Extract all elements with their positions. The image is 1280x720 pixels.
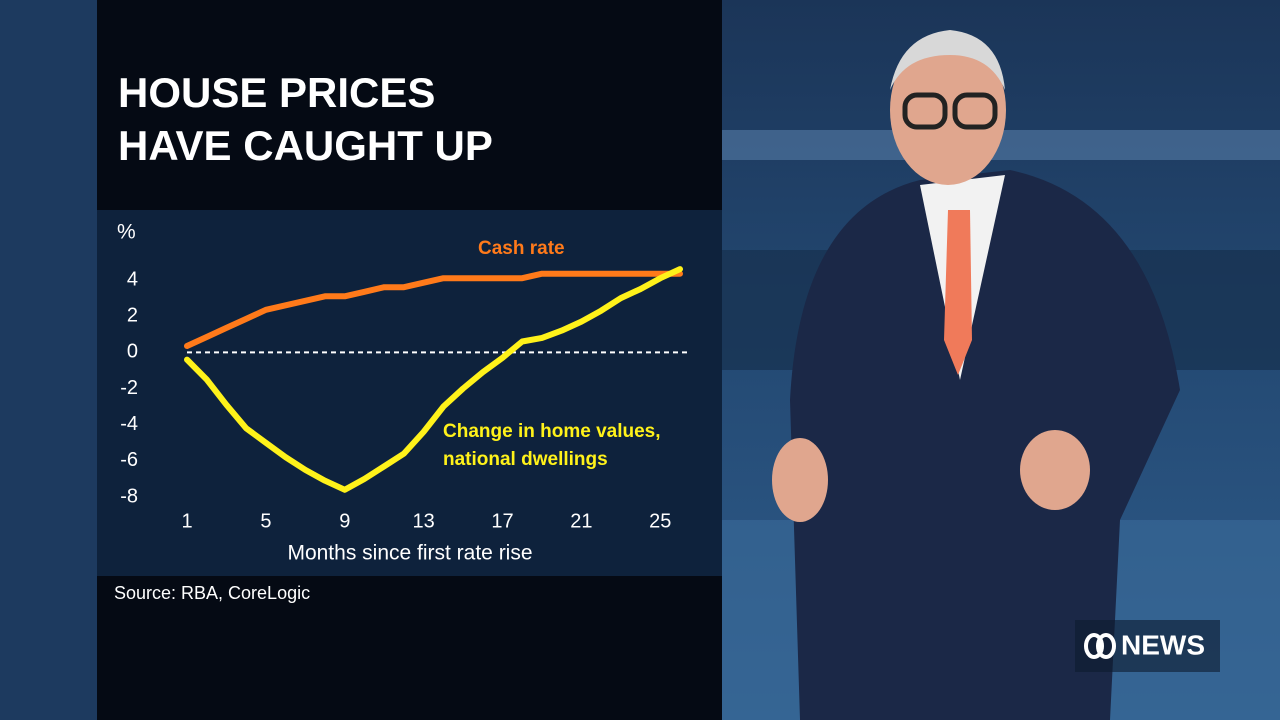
plot: 4 2 0 -2 -4 -6 -8 1 5 9 13 17 21 25 [120,266,688,532]
x-tick-label: 1 [181,510,192,532]
y-tick-label: -2 [120,377,138,399]
x-axis-label: Months since first rate rise [287,542,532,565]
y-tick-label: 4 [127,268,138,290]
chart-title: HOUSE PRICES [118,69,435,116]
abc-logo-mark [1084,633,1116,659]
y-tick-label: 2 [127,304,138,326]
presenter [772,30,1180,720]
x-tick-label: 5 [260,510,271,532]
line [184,270,683,349]
x-tick-label: 17 [491,510,513,532]
y-tick-label: -6 [120,449,138,471]
logo-text: NEWS [1121,629,1205,660]
y-tick-label: 0 [127,341,138,363]
y-tick-label: -8 [120,485,138,507]
x-tick-label: 9 [339,510,350,532]
series-label: Change in home values, national dwelling… [443,421,661,470]
line [184,266,683,493]
left-strip [0,0,97,720]
x-tick-label: 25 [649,510,671,532]
source: Source: RBA, CoreLogic [114,583,310,603]
chart-title: HAVE CAUGHT UP [118,122,493,169]
y-axis-label: % [117,221,136,244]
series-label: Cash rate [478,238,565,259]
x-tick-label: 21 [570,510,592,532]
x-tick-label: 13 [413,510,435,532]
y-tick-label: -4 [120,413,138,435]
